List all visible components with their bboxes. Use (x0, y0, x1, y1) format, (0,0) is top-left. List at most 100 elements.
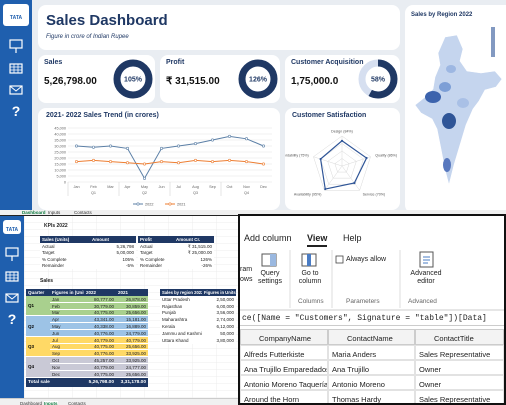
radar-spoke (313, 156, 343, 167)
line (76, 135, 264, 180)
marker (245, 160, 249, 164)
sheet-tab[interactable]: Inputs (44, 400, 58, 405)
table-cell: 80,777.00 (84, 296, 116, 303)
map-region (457, 98, 469, 108)
marker (126, 161, 130, 165)
table-cell: 26,878.00 (116, 296, 148, 303)
group-label: Q3 (193, 191, 198, 195)
sheet-tab[interactable]: Dashboard (20, 400, 43, 405)
graphic: 0 5,000 10,000 15,000 20,000 25,000 30,000 35,0… (54, 126, 272, 206)
sheet-tab[interactable]: Contacts (74, 210, 92, 215)
marker (211, 138, 215, 142)
radar-point (324, 187, 327, 191)
ribbon-button[interactable]: Always allow (346, 256, 387, 263)
y-tick-label: 10,000 (54, 168, 66, 172)
ribbon-tab[interactable]: View (307, 233, 328, 247)
grid-icon-lines (10, 64, 22, 73)
marker (91, 145, 95, 149)
map-legend (491, 27, 495, 57)
table-cell: Jan (50, 296, 84, 303)
donut-arc (113, 59, 153, 99)
x-tick-label: Apr (125, 185, 132, 189)
donut-arc (358, 59, 398, 99)
table-cell: 25,656.00 (116, 343, 148, 351)
y-tick-label: 35,000 (54, 138, 66, 142)
table-cell: May (50, 323, 84, 330)
sheet-tab[interactable]: Dashboard (22, 210, 46, 215)
legend-label: 2022 (145, 202, 153, 206)
help-icon: ? (12, 103, 21, 119)
table-cell: 40,776.00 (84, 350, 116, 358)
table-header: Figures in Units (202, 289, 236, 296)
sidebar: TATA? (0, 216, 24, 400)
x-tick-label: Nov (243, 185, 250, 189)
table-cell: Actual (40, 243, 90, 250)
column-header[interactable]: CompanyName (240, 329, 328, 345)
ribbon-button[interactable]: Query settings (257, 270, 283, 285)
column-header[interactable]: ContactTitle (415, 329, 504, 345)
mail-icon (5, 293, 19, 303)
sidebar: TATA? (0, 0, 32, 213)
table-cell: % Complete (138, 256, 174, 263)
ribbon-tab[interactable]: Help (343, 233, 362, 243)
table-cell: Sep (50, 350, 84, 358)
sheet-tab[interactable]: Inputs (48, 210, 61, 215)
table-cell: Jammu and Kashmir (160, 330, 204, 337)
table-cell: 3,56,000 (202, 309, 236, 317)
ribbon-button[interactable]: Advanced editor (410, 270, 442, 285)
table-cell: Uttara Khand (160, 336, 202, 344)
graphic (240, 250, 504, 311)
table-header: Quarter (26, 289, 50, 296)
table-cell: Actual (138, 243, 174, 250)
y-tick-label: 15,000 (54, 162, 66, 166)
y-tick-label: 40,000 (54, 132, 66, 136)
table-cell: 2,74,000 (202, 316, 236, 324)
radar-label: Quality (86%) (375, 153, 397, 157)
y-tick-label: 30,000 (54, 144, 66, 148)
graphic: ? (5, 247, 19, 327)
chart-title: Customer Satisfaction (292, 112, 367, 119)
marker (262, 144, 266, 148)
table-cell: ₹ 31,515.00 (174, 243, 214, 250)
donut-arc (238, 59, 278, 99)
sheet-tabs: Dashboard Inputs Contacts (0, 398, 238, 405)
table-cell: 16,889.00 (116, 323, 148, 330)
kpi-card: Sales 5,26,798.00 105% (38, 55, 155, 103)
marker (228, 158, 232, 162)
ribbon-tab[interactable]: Add column (244, 233, 292, 243)
x-tick-label: May (141, 185, 148, 189)
table-cell: 2,50,000 (202, 296, 236, 303)
marker (160, 160, 164, 164)
sheet-tab[interactable]: Contacts (68, 400, 86, 405)
marker (160, 146, 164, 150)
table-cell: Nov (50, 364, 84, 371)
column-header[interactable]: ContactName (328, 329, 415, 345)
y-tick-label: 0 (64, 180, 66, 184)
x-tick-label: Dec (260, 185, 267, 189)
table-cell: Kerala (160, 323, 202, 330)
radar-ring (334, 158, 350, 173)
sheet-tabs: Dashboard Inputs Contacts (0, 210, 506, 215)
grid-cell: Antonio Moreno Taquería (240, 375, 328, 390)
table-cell: 40,776.00 (84, 330, 116, 337)
graphic: ? (9, 39, 23, 119)
radar-label: Availability (95%) (294, 193, 322, 197)
grid-cell: Ana Trujillo (328, 360, 415, 375)
mail-icon (9, 85, 23, 95)
ribbon-group-label: Columns (298, 298, 324, 305)
radar-area (319, 140, 368, 190)
table-cell: Punjab (160, 309, 202, 317)
grid-cell: Maria Anders (328, 345, 415, 360)
ribbon-button[interactable]: Go to column (298, 270, 322, 285)
table-cell: ₹ 25,000.00 (174, 249, 214, 256)
kpi-value: 5,26,798.00 (44, 76, 97, 87)
table-cell: -26% (174, 262, 214, 269)
icon-query-settings-pane (270, 254, 276, 266)
quarter-cell: Q1 (26, 296, 50, 317)
y-tick-label: 5,000 (56, 174, 66, 178)
marker (211, 160, 215, 164)
map-region (439, 82, 451, 92)
graphic: Design (84%) Quality (86%) Service (70%) Av… (285, 129, 397, 197)
grid-cell: Sales Representative (415, 390, 504, 403)
table-cell: 25,656.00 (116, 309, 148, 317)
